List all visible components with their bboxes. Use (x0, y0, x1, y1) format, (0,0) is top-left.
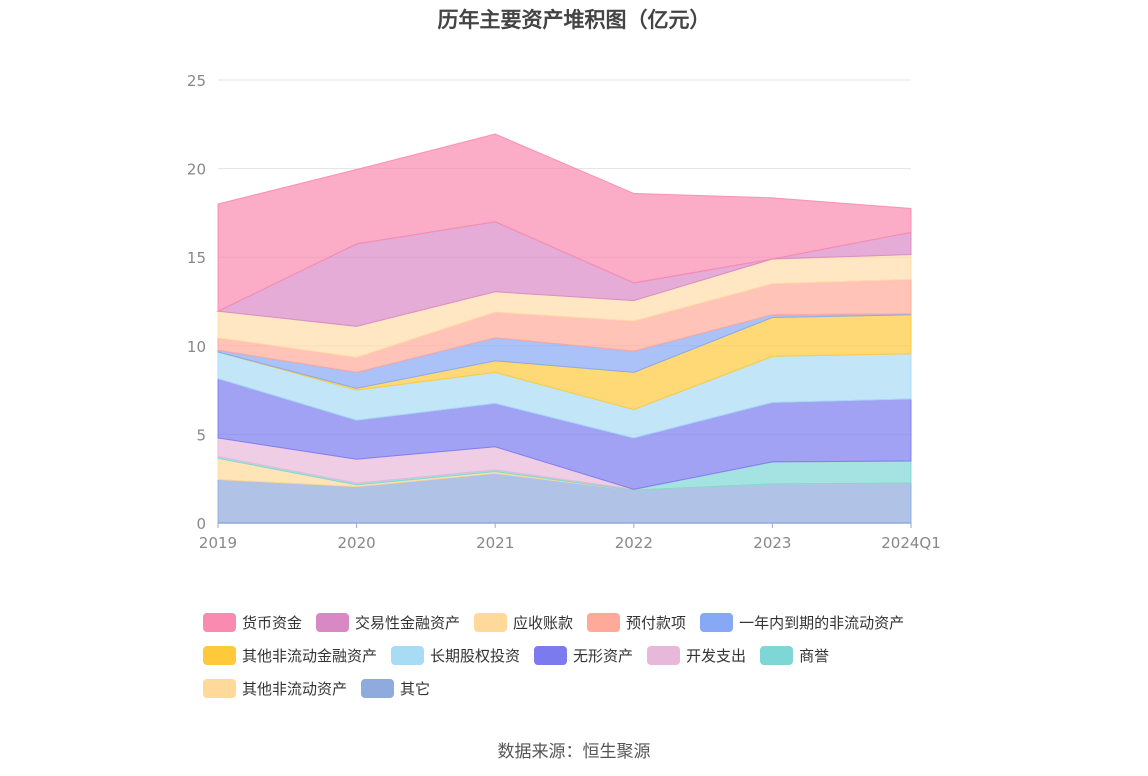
legend-label: 无形资产 (573, 647, 634, 665)
legend-item[interactable]: 预付款项 (587, 612, 686, 633)
legend-item[interactable]: 一年内到期的非流动资产 (700, 612, 904, 633)
legend-swatch (203, 679, 236, 698)
legend-label: 其他非流动资产 (242, 680, 348, 698)
legend-row: 其他非流动资产 其它 (203, 672, 963, 705)
legend-item[interactable]: 长期股权投资 (391, 645, 520, 666)
legend-item[interactable]: 商誉 (760, 645, 829, 666)
y-tick-label: 10 (187, 338, 206, 356)
legend-label: 开发支出 (686, 647, 747, 665)
legend-row: 货币资金 交易性金融资产 应收账款 预付款项 一年内到期的非流动资产 (203, 606, 963, 639)
x-tick-label: 2023 (753, 534, 791, 552)
legend-item[interactable]: 开发支出 (647, 645, 746, 666)
area-series[interactable] (217, 133, 912, 313)
x-tick-label: 2021 (476, 534, 514, 552)
legend-label: 一年内到期的非流动资产 (739, 614, 905, 632)
chart-title: 历年主要资产堆积图（亿元） (437, 8, 711, 32)
legend-swatch (700, 613, 734, 632)
legend-swatch (760, 646, 794, 665)
legend-swatch (647, 646, 681, 665)
legend-label: 其他非流动金融资产 (242, 647, 378, 665)
legend-item[interactable]: 货币资金 (203, 612, 302, 633)
legend-item[interactable]: 无形资产 (534, 645, 633, 666)
legend-label: 应收账款 (513, 614, 574, 632)
legend-label: 商誉 (799, 647, 830, 665)
legend-swatch (361, 679, 395, 698)
y-tick-label: 20 (187, 161, 206, 179)
legend-label: 交易性金融资产 (355, 614, 461, 632)
y-tick-label: 25 (187, 72, 206, 90)
y-tick-label: 15 (187, 249, 206, 267)
legend-item[interactable]: 应收账款 (474, 612, 573, 633)
legend-label: 长期股权投资 (430, 647, 521, 665)
x-tick-label: 2019 (199, 534, 237, 552)
legend-swatch (587, 613, 621, 632)
legend-item[interactable]: 其它 (361, 678, 430, 699)
legend-item[interactable]: 其他非流动资产 (203, 678, 347, 699)
area-series-group (216, 133, 912, 524)
legend-swatch (534, 646, 568, 665)
legend-swatch (316, 613, 350, 632)
source-note: 数据来源：恒生聚源 (497, 742, 651, 762)
y-tick-label: 5 (196, 426, 206, 444)
legend: 货币资金 交易性金融资产 应收账款 预付款项 一年内到期的非流动资产其他非流动金融资产 长… (203, 606, 963, 705)
y-tick-label: 0 (196, 515, 206, 533)
legend-swatch (203, 646, 236, 665)
legend-label: 预付款项 (626, 614, 687, 632)
legend-swatch (391, 646, 425, 665)
legend-swatch (474, 613, 508, 632)
legend-row: 其他非流动金融资产 长期股权投资 无形资产 开发支出 商誉 (203, 639, 963, 672)
stacked-area-chart: 0 5 10 15 20 25 2019 2020 2021 2022 2023 2024Q1 (187, 72, 941, 552)
legend-item[interactable]: 其他非流动金融资产 (203, 645, 377, 666)
x-tick-label: 2024Q1 (881, 534, 941, 552)
x-tick-label: 2022 (615, 534, 653, 552)
legend-swatch (203, 613, 236, 632)
axes: 0 5 10 15 20 25 2019 2020 2021 2022 2023 2024Q1 (187, 72, 941, 552)
legend-label: 其它 (400, 680, 431, 698)
legend-label: 货币资金 (242, 614, 303, 632)
legend-item[interactable]: 交易性金融资产 (316, 612, 460, 633)
x-tick-label: 2020 (338, 534, 376, 552)
